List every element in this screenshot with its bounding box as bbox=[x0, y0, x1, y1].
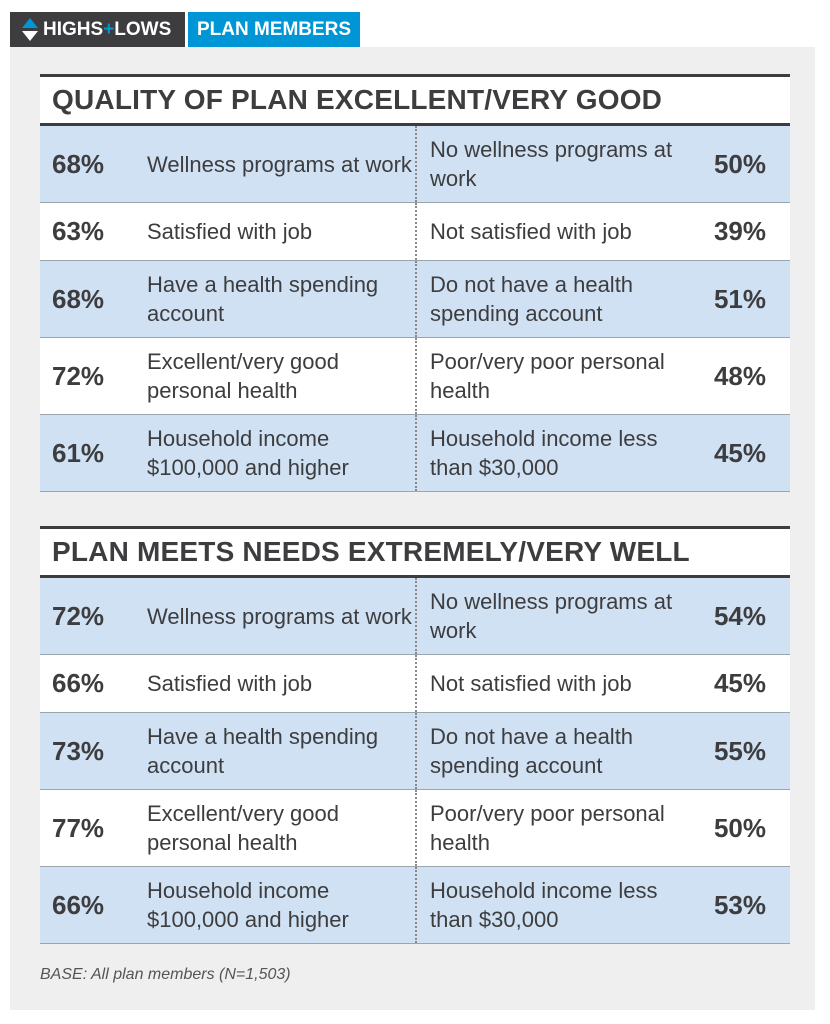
footnote: BASE: All plan members (N=1,503) bbox=[40, 966, 291, 983]
right-value: 51% bbox=[713, 283, 766, 314]
right-value: 45% bbox=[713, 437, 766, 468]
left-value: 68% bbox=[52, 148, 105, 179]
table-row: 68% Wellness programs at work No wellnes… bbox=[40, 126, 790, 203]
table-plan-meets-needs: PLAN MEETS NEEDS EXTREMELY/VERY WELL 72%… bbox=[40, 526, 790, 944]
table-row: 63% Satisfied with job Not satisfied wit… bbox=[40, 203, 790, 261]
left-value: 61% bbox=[52, 437, 105, 468]
left-label: Satisfied with job bbox=[147, 671, 313, 696]
left-value: 73% bbox=[52, 735, 105, 766]
right-label: Household income less than $30,000 bbox=[415, 867, 685, 943]
left-value: 72% bbox=[52, 360, 105, 391]
brand-right: LOWS bbox=[114, 18, 172, 40]
right-value: 53% bbox=[713, 889, 766, 920]
right-label: No wellness programs at work bbox=[415, 126, 685, 202]
left-label: Have a health spending account bbox=[147, 724, 379, 778]
left-label: Have a health spending account bbox=[147, 272, 379, 326]
left-label: Excellent/very good personal health bbox=[147, 349, 339, 403]
table-row: 61% Household income $100,000 and higher… bbox=[40, 415, 790, 492]
left-value: 66% bbox=[52, 889, 105, 920]
left-label: Satisfied with job bbox=[147, 219, 313, 244]
table-title: QUALITY OF PLAN EXCELLENT/VERY GOOD bbox=[40, 77, 790, 126]
table-row: 66% Household income $100,000 and higher… bbox=[40, 867, 790, 944]
brand-left: HIGHS bbox=[43, 18, 104, 40]
table-row: 68% Have a health spending account Do no… bbox=[40, 261, 790, 338]
right-value: 45% bbox=[713, 668, 766, 698]
left-label: Wellness programs at work bbox=[147, 603, 412, 629]
table-row: 73% Have a health spending account Do no… bbox=[40, 713, 790, 790]
table-row: 72% Excellent/very good personal health … bbox=[40, 338, 790, 415]
table-row: 66% Satisfied with job Not satisfied wit… bbox=[40, 655, 790, 713]
table-row: 72% Wellness programs at work No wellnes… bbox=[40, 578, 790, 655]
up-down-arrows-icon bbox=[22, 17, 38, 41]
right-value: 39% bbox=[713, 216, 766, 246]
left-label: Household income $100,000 and higher bbox=[147, 426, 349, 480]
right-label: Household income less than $30,000 bbox=[415, 415, 685, 491]
section-tab: PLAN MEMBERS bbox=[188, 12, 360, 47]
left-value: 66% bbox=[52, 668, 105, 698]
right-value: 50% bbox=[713, 812, 766, 843]
left-label: Wellness programs at work bbox=[147, 151, 412, 177]
right-label: Not satisfied with job bbox=[415, 203, 685, 260]
right-value: 55% bbox=[713, 735, 766, 766]
brand-plus: + bbox=[103, 18, 115, 40]
right-label: Poor/very poor personal health bbox=[415, 790, 685, 866]
right-value: 54% bbox=[713, 600, 766, 631]
left-label: Household income $100,000 and higher bbox=[147, 878, 349, 932]
right-label: Not satisfied with job bbox=[415, 655, 685, 712]
left-value: 77% bbox=[52, 812, 105, 843]
table-title: PLAN MEETS NEEDS EXTREMELY/VERY WELL bbox=[40, 529, 790, 578]
right-label: Do not have a health spending account bbox=[415, 261, 685, 337]
left-value: 72% bbox=[52, 600, 105, 631]
left-label: Excellent/very good personal health bbox=[147, 801, 339, 855]
right-value: 50% bbox=[713, 148, 766, 179]
brand-tab: HIGHS + LOWS bbox=[10, 12, 185, 47]
right-label: Poor/very poor personal health bbox=[415, 338, 685, 414]
right-label: Do not have a health spending account bbox=[415, 713, 685, 789]
right-value: 48% bbox=[713, 360, 766, 391]
left-value: 68% bbox=[52, 283, 105, 314]
table-quality-of-plan: QUALITY OF PLAN EXCELLENT/VERY GOOD 68% … bbox=[40, 74, 790, 492]
right-label: No wellness programs at work bbox=[415, 578, 685, 654]
table-row: 77% Excellent/very good personal health … bbox=[40, 790, 790, 867]
left-value: 63% bbox=[52, 216, 105, 246]
